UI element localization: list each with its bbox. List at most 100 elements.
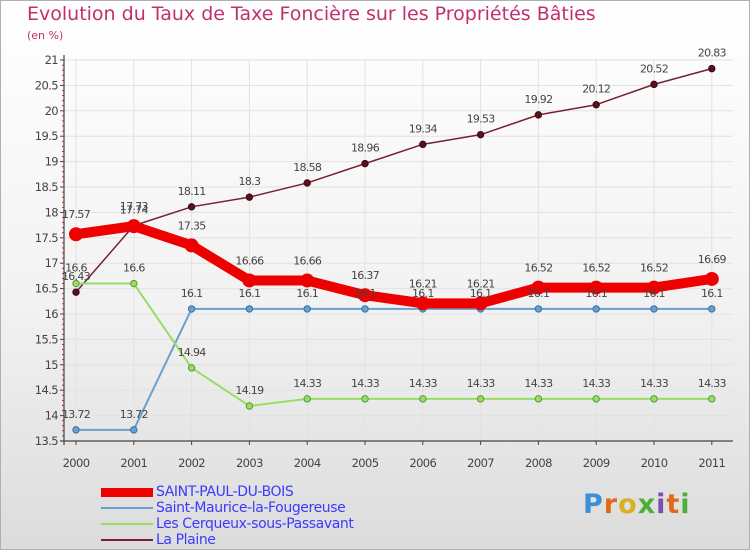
y-tick-label: 15 (45, 358, 59, 372)
x-tick-label: 2001 (120, 456, 147, 470)
data-label: 16.1 (354, 287, 376, 300)
series-point (476, 395, 485, 403)
x-tick-label: 2000 (63, 456, 90, 470)
series-point (419, 140, 427, 149)
series-point (187, 364, 196, 372)
y-tick-label: 18 (45, 205, 59, 219)
series-line (75, 282, 713, 407)
series-point (415, 296, 430, 311)
x-tick-label: 2006 (409, 456, 436, 470)
series-point (592, 395, 600, 403)
legend-item: La Plaine (101, 532, 353, 548)
series-point (589, 280, 604, 295)
legend-label: SAINT-PAUL-DU-BOIS (156, 484, 294, 500)
y-tick-label: 20 (45, 104, 59, 118)
series-point (708, 64, 716, 73)
data-label: 17.57 (62, 208, 91, 221)
data-label: 14.33 (351, 377, 380, 390)
data-label: 14.33 (467, 377, 496, 390)
y-tick-label: 14.5 (35, 383, 58, 397)
data-label: 19.34 (409, 122, 438, 135)
legend-swatch (101, 539, 153, 541)
series-line (71, 221, 717, 309)
x-tick-label: 2003 (236, 456, 263, 470)
data-label: 16.1 (643, 287, 665, 300)
series-point (534, 305, 543, 313)
data-label: 14.33 (640, 377, 669, 390)
series-point (358, 288, 372, 303)
series-point (650, 80, 658, 89)
data-label: 13.72 (62, 408, 90, 421)
y-tick-label: 16.5 (35, 282, 58, 296)
series-point (242, 273, 257, 288)
data-label: 16.66 (235, 254, 264, 267)
legend-label: Saint-Maurice-la-Fougereuse (156, 500, 346, 516)
data-label: 16.52 (582, 262, 610, 275)
series-point (126, 219, 141, 234)
data-label: 14.33 (524, 377, 553, 390)
x-tick-label: 2002 (178, 456, 205, 470)
chart-title: Evolution du Taux de Taxe Foncière sur l… (27, 3, 596, 25)
data-label: 16.1 (528, 287, 550, 300)
data-label: 14.19 (235, 384, 264, 397)
data-label: 18.58 (293, 161, 322, 174)
data-label: 19.92 (524, 93, 552, 106)
y-tick-label: 19.5 (35, 129, 58, 143)
legend-item: Saint-Maurice-la-Fougereuse (101, 500, 353, 516)
legend-swatch (101, 507, 153, 509)
legend-swatch (101, 523, 153, 525)
series-point (245, 402, 254, 410)
series-point (245, 193, 254, 201)
x-tick-label: 2010 (641, 456, 668, 470)
series-line (75, 307, 713, 431)
y-tick-label: 16 (45, 307, 59, 321)
series-point (534, 395, 543, 403)
series-point (708, 395, 716, 403)
y-tick-label: 21 (45, 53, 59, 67)
data-label: 16.6 (65, 262, 87, 275)
series-point (361, 159, 369, 168)
series-line (75, 67, 713, 293)
data-label: 16.37 (351, 269, 380, 282)
legend-swatch (101, 487, 153, 497)
data-label: 20.52 (640, 62, 668, 75)
series-point (647, 280, 661, 295)
series-point (419, 395, 427, 403)
series-point (69, 227, 83, 242)
series-point (72, 288, 80, 296)
x-tick-label: 2009 (583, 456, 610, 470)
series-point (361, 305, 369, 313)
data-label: 16.21 (467, 277, 495, 290)
data-label: 16.6 (123, 262, 145, 275)
series-point (473, 296, 488, 311)
y-tick-label: 17 (45, 256, 59, 270)
data-label: 14.33 (409, 377, 438, 390)
y-tick-label: 13.5 (35, 434, 58, 448)
chart-legend: SAINT-PAUL-DU-BOIS Saint-Maurice-la-Fouge… (101, 484, 354, 548)
x-tick-label: 2008 (525, 456, 552, 470)
series-point (187, 203, 196, 211)
data-label: 16.43 (62, 270, 91, 283)
series-point (187, 305, 196, 313)
data-label: 16.1 (470, 287, 492, 300)
series-point (130, 279, 138, 288)
series-point (303, 395, 311, 403)
x-tick-label: 2007 (467, 456, 494, 470)
series-point (303, 179, 311, 187)
y-tick-label: 18.5 (35, 180, 58, 194)
series-point (130, 426, 138, 434)
data-label: 17.74 (120, 204, 149, 217)
data-label: 18.96 (351, 142, 380, 155)
data-label: 16.21 (409, 277, 437, 290)
data-label: 17.35 (178, 219, 207, 232)
series-point (650, 395, 658, 403)
x-tick-label: 2005 (352, 456, 379, 470)
series-point (650, 305, 658, 313)
data-label: 20.12 (582, 83, 610, 96)
x-tick-label: 2011 (698, 456, 725, 470)
data-label: 16.1 (296, 287, 318, 300)
series-point (476, 130, 485, 139)
y-tick-label: 20.5 (35, 78, 58, 92)
